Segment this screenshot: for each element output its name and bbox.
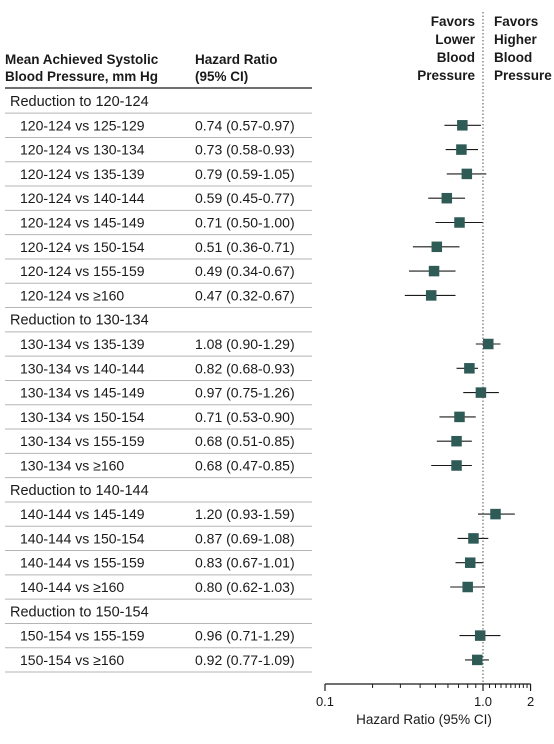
x-tick-label: 1.0 xyxy=(474,694,492,709)
hazard-ratio-marker xyxy=(456,144,467,155)
rows-layer: Reduction to 120-124 120-124 vs 125-129 0.… xyxy=(5,94,312,673)
hazard-ratio-value: 0.51 (0.36-0.71) xyxy=(195,239,295,255)
favors-higher-line-4: Pressure xyxy=(494,68,552,83)
comparison-label: 130-134 vs 145-149 xyxy=(20,385,145,401)
comparison-label: 140-144 vs 155-159 xyxy=(20,555,145,571)
hazard-ratio-value: 0.83 (0.67-1.01) xyxy=(195,555,295,571)
hazard-ratio-marker xyxy=(475,387,487,398)
favors-lower-line-3: Blood xyxy=(437,50,475,65)
hazard-ratio-value: 1.08 (0.90-1.29) xyxy=(195,336,295,352)
group-label: Reduction to 130-134 xyxy=(10,313,149,329)
hazard-ratio-value: 0.82 (0.68-0.93) xyxy=(195,360,295,376)
favors-higher-line-1: Favors xyxy=(494,14,538,29)
comparison-label: 130-134 vs ≥160 xyxy=(20,458,124,474)
hazard-ratio-marker xyxy=(431,241,443,253)
comparison-label: 120-124 vs 150-154 xyxy=(20,239,145,255)
hazard-ratio-marker xyxy=(425,290,437,301)
hazard-ratio-marker xyxy=(483,338,494,350)
hazard-ratio-marker xyxy=(464,557,476,568)
comparison-label: 120-124 vs ≥160 xyxy=(20,287,124,303)
hazard-ratio-header-line-2: (95% CI) xyxy=(195,69,248,84)
hazard-ratio-value: 1.20 (0.93-1.59) xyxy=(195,506,295,522)
hazard-ratio-marker xyxy=(454,411,465,423)
hazard-ratio-value: 0.49 (0.34-0.67) xyxy=(195,263,295,279)
comparison-label: 120-124 vs 140-144 xyxy=(20,190,145,206)
comparison-label: 120-124 vs 155-159 xyxy=(20,263,145,279)
comparison-label: 130-134 vs 140-144 xyxy=(20,360,145,376)
hazard-ratio-marker xyxy=(461,168,473,180)
hazard-ratio-value: 0.74 (0.57-0.97) xyxy=(195,117,295,133)
comparison-header-line-1: Mean Achieved Systolic xyxy=(5,52,159,67)
favors-lower-line-1: Favors xyxy=(431,14,475,29)
comparison-label: 120-124 vs 135-139 xyxy=(20,166,145,182)
group-label: Reduction to 140-144 xyxy=(10,483,149,499)
hazard-ratio-value: 0.59 (0.45-0.77) xyxy=(195,190,295,206)
hazard-ratio-header-line-1: Hazard Ratio xyxy=(195,52,278,67)
favors-higher-line-2: Higher xyxy=(494,32,538,47)
hazard-ratio-value: 0.68 (0.51-0.85) xyxy=(195,433,295,449)
plot-layer: 0.1 1.0 2 Hazard Ratio (95% CI) xyxy=(316,12,534,727)
hazard-ratio-value: 0.68 (0.47-0.85) xyxy=(195,458,295,474)
comparison-label: 120-124 vs 125-129 xyxy=(20,117,145,133)
comparison-label: 140-144 vs ≥160 xyxy=(20,579,124,595)
comparison-label: 140-144 vs 145-149 xyxy=(20,506,145,522)
hazard-ratio-marker xyxy=(451,460,462,471)
group-label: Reduction to 120-124 xyxy=(10,94,149,110)
comparison-label: 140-144 vs 150-154 xyxy=(20,530,145,546)
x-tick-label: 0.1 xyxy=(316,694,334,709)
comparison-label: 130-134 vs 155-159 xyxy=(20,433,145,449)
hazard-ratio-marker xyxy=(474,630,486,641)
hazard-ratio-value: 0.96 (0.71-1.29) xyxy=(195,628,295,644)
hazard-ratio-marker xyxy=(451,435,462,447)
comparison-label: 130-134 vs 150-154 xyxy=(20,409,145,425)
comparison-label: 120-124 vs 130-134 xyxy=(20,142,145,158)
hazard-ratio-value: 0.73 (0.58-0.93) xyxy=(195,142,295,158)
favors-lower-line-2: Lower xyxy=(435,32,476,47)
hazard-ratio-marker xyxy=(457,120,468,131)
hazard-ratio-value: 0.80 (0.62-1.03) xyxy=(195,579,295,595)
hazard-ratio-value: 0.97 (0.75-1.26) xyxy=(195,385,295,401)
comparison-label: 120-124 vs 145-149 xyxy=(20,215,145,231)
hazard-ratio-marker xyxy=(472,654,483,666)
favors-higher-line-3: Blood xyxy=(494,50,532,65)
comparison-label: 130-134 vs 135-139 xyxy=(20,336,145,352)
favors-lower-line-4: Pressure xyxy=(417,68,475,83)
hazard-ratio-value: 0.47 (0.32-0.67) xyxy=(195,287,295,303)
hazard-ratio-marker xyxy=(468,533,479,544)
hazard-ratio-value: 0.92 (0.77-1.09) xyxy=(195,652,295,668)
hazard-ratio-value: 0.87 (0.69-1.08) xyxy=(195,530,295,546)
hazard-ratio-marker xyxy=(441,192,453,204)
x-axis-label: Hazard Ratio (95% CI) xyxy=(356,712,492,727)
hazard-ratio-marker xyxy=(490,508,501,520)
hazard-ratio-marker xyxy=(428,265,440,277)
comparison-label: 150-154 vs 155-159 xyxy=(20,628,145,644)
comparison-label: 150-154 vs ≥160 xyxy=(20,652,124,668)
hazard-ratio-marker xyxy=(462,581,473,593)
hazard-ratio-marker xyxy=(464,363,475,374)
x-tick-label: 2 xyxy=(527,694,534,709)
hazard-ratio-value: 0.71 (0.50-1.00) xyxy=(195,215,295,231)
hazard-ratio-value: 0.79 (0.59-1.05) xyxy=(195,166,295,182)
group-label: Reduction to 150-154 xyxy=(10,604,149,620)
hazard-ratio-value: 0.71 (0.53-0.90) xyxy=(195,409,295,425)
hazard-ratio-marker xyxy=(454,217,465,228)
comparison-header-line-2: Blood Pressure, mm Hg xyxy=(5,69,158,84)
